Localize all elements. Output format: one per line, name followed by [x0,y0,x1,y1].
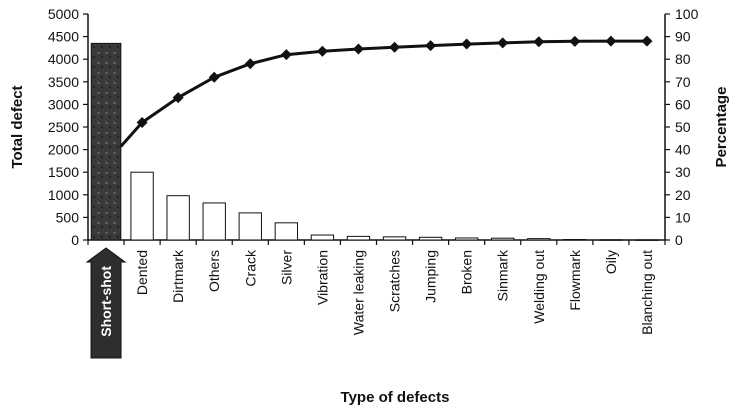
left-tick-label: 1000 [48,187,79,203]
bar-water-leaking [346,235,371,241]
line-point-marker [244,58,256,70]
right-axis-title: Percentage [713,87,730,168]
left-tick-label: 3500 [48,74,79,90]
category-label: Oily [603,250,619,274]
bar-others [202,202,226,241]
labels: Total defect Percentage Type of defects … [9,6,730,406]
category-label: Dirtmark [170,249,186,303]
category-label-short-shot: Short-shot [98,266,114,337]
category-label: Blanching out [639,250,655,335]
bar-welding-out [527,238,551,241]
category-label: Broken [459,250,475,294]
line-point-marker [208,71,220,83]
right-tick-label: 60 [675,96,691,112]
line-point-marker [172,92,184,104]
category-label: Crack [242,249,258,287]
line-point-marker [641,35,653,47]
bar-short-shot [90,42,122,241]
right-tick-label: 80 [675,51,691,67]
right-tick-label: 100 [675,6,699,22]
right-tick-label: 20 [675,187,691,203]
right-tick-label: 30 [675,164,691,180]
left-tick-label: 4500 [48,29,79,45]
category-label: Welding out [531,250,547,324]
category-label: Water leaking [350,250,366,335]
left-tick-label: 2000 [48,142,79,158]
bar-oily [599,239,623,241]
line-point-marker [605,35,617,47]
category-label: Others [206,250,222,292]
bar-jumping [418,236,443,241]
line-point-marker [461,38,473,50]
line-point-marker [280,49,292,61]
line-point-marker [425,40,437,52]
bar-dirtmark [166,195,190,241]
line-point-marker [136,116,148,128]
left-axis-title: Total defect [9,85,26,168]
category-label: Sinmark [495,249,511,301]
short-shot-arrow-label [85,247,127,359]
category-label: Scratches [387,250,403,312]
bar-crack [238,212,262,241]
line-point-marker [497,37,509,49]
left-tick-label: 0 [71,232,79,248]
bar-sinmark [491,237,515,241]
right-tick-label: 40 [675,142,691,158]
bar-broken [454,237,479,241]
bar-flowmark [563,239,587,241]
left-tick-label: 1500 [48,164,79,180]
data-marks [90,35,659,241]
right-tick-label: 10 [675,209,691,225]
right-tick-label: 0 [675,232,683,248]
line-point-marker [389,41,401,53]
line-point-marker [569,35,581,47]
x-axis-title: Type of defects [341,389,450,406]
category-label: Vibration [314,250,330,305]
category-label: Jumping [423,250,439,303]
bar-silver [274,222,299,241]
left-tick-label: 500 [56,209,80,225]
left-tick-label: 3000 [48,96,79,112]
category-label: Dented [134,250,150,295]
right-tick-label: 90 [675,29,691,45]
left-tick-label: 5000 [48,6,79,22]
category-label: Flowmark [567,249,583,311]
line-point-marker [533,36,545,48]
cumulative-percentage-line [119,39,647,148]
category-label: Silver [278,250,294,285]
bar-scratches [382,236,407,241]
line-point-marker [316,45,328,57]
bar-dented [130,171,154,241]
left-tick-label: 4000 [48,51,79,67]
right-tick-label: 50 [675,119,691,135]
right-tick-label: 70 [675,74,691,90]
bar-vibration [310,234,335,241]
bar-blanching-out [635,239,659,241]
line-point-marker [352,43,364,55]
left-tick-label: 2500 [48,119,79,135]
